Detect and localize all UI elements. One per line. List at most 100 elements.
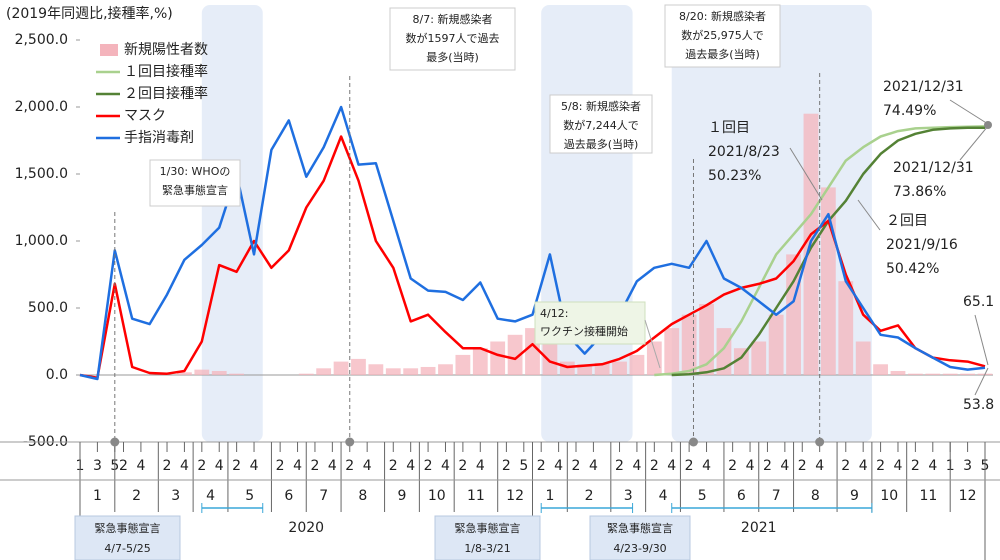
event-label: 8/7: 新規感染者	[413, 12, 493, 26]
month-label: 10	[428, 488, 446, 504]
bar	[438, 364, 453, 375]
bar	[316, 368, 332, 375]
bar	[368, 364, 384, 375]
bar	[855, 341, 871, 375]
x-tick-label: 3	[93, 458, 102, 474]
bar	[472, 348, 488, 375]
x-tick-label: 2	[572, 458, 581, 474]
month-label: 2	[132, 488, 141, 504]
x-tick-label: 4	[406, 458, 415, 474]
x-tick-label: 2	[424, 458, 433, 474]
note-pointer	[949, 99, 989, 125]
x-tick-label: 4	[554, 458, 563, 474]
x-tick-label: 2	[537, 458, 546, 474]
x-tick-label: 4	[363, 458, 372, 474]
x-tick-label: 2	[119, 458, 128, 474]
month-label: 7	[772, 488, 781, 504]
end-dot	[984, 121, 992, 129]
value-note: 73.86%	[893, 184, 946, 200]
event-box	[389, 7, 516, 71]
x-tick-label: 2	[911, 458, 920, 474]
event-box	[149, 159, 241, 207]
x-tick-label: 4	[894, 458, 903, 474]
x-tick-label: 2	[763, 458, 772, 474]
month-label: 1	[93, 488, 102, 504]
bar	[629, 354, 645, 375]
value-note: 53.8	[963, 397, 994, 413]
x-tick-label: 4	[250, 458, 259, 474]
bar	[490, 341, 506, 375]
month-label: 4	[659, 488, 668, 504]
band-label: 1/8-3/21	[464, 542, 510, 555]
x-tick-label: 2	[615, 458, 624, 474]
month-label: 11	[467, 488, 485, 504]
note-pointer	[857, 199, 881, 231]
bar	[194, 369, 210, 375]
band	[671, 5, 872, 442]
value-note: 2021/12/31	[893, 160, 974, 176]
x-tick-label: 2	[650, 458, 659, 474]
event-label: 過去最多(当時)	[685, 47, 760, 61]
band-label-box	[434, 515, 541, 560]
bar	[577, 364, 593, 375]
month-label: 2	[585, 488, 594, 504]
month-label: 9	[850, 488, 859, 504]
bar	[890, 370, 906, 375]
event-dot	[110, 437, 120, 447]
bar	[403, 368, 419, 375]
x-tick-label: 2	[197, 458, 206, 474]
event-label: 数が25,975人で	[681, 28, 764, 42]
bar	[351, 358, 366, 375]
y-tick-label: 2,000.0	[15, 99, 68, 115]
legend-swatch	[100, 44, 118, 56]
month-label: 3	[624, 488, 633, 504]
x-tick-label: 4	[476, 458, 485, 474]
note-pointer	[789, 147, 823, 201]
month-label: 8	[358, 488, 367, 504]
vaccine-note-pointer	[644, 319, 661, 369]
month-label: 6	[284, 488, 293, 504]
event-label: 緊急事態宣言	[162, 183, 228, 197]
month-label: 10	[880, 488, 898, 504]
month-label: 5	[245, 488, 254, 504]
x-tick-label: 4	[180, 458, 189, 474]
band-label: 緊急事態宣言	[607, 521, 673, 535]
vaccine-note: 4/12:	[540, 307, 568, 320]
x-tick-label: 2	[685, 458, 694, 474]
month-label: 4	[206, 488, 215, 504]
month-label: 9	[398, 488, 407, 504]
x-tick-label: 4	[815, 458, 824, 474]
event-dot	[345, 437, 355, 447]
band-label: 4/7-5/25	[104, 542, 150, 555]
legend-label: マスク	[124, 108, 166, 124]
x-tick-label: 2	[389, 458, 398, 474]
band-label: 緊急事態宣言	[95, 521, 161, 535]
bar	[664, 328, 680, 375]
x-tick-label: 2	[876, 458, 885, 474]
vaccine-note: ワクチン接種開始	[540, 324, 628, 338]
month-label: 12	[959, 488, 977, 504]
event-label: 1/30: WHOの	[160, 165, 231, 178]
event-label: 最多(当時)	[426, 50, 479, 64]
x-tick-label: 4	[215, 458, 224, 474]
event-label: 数が1597人で過去	[406, 31, 500, 45]
x-tick-label: 2	[458, 458, 467, 474]
note-pointer	[959, 125, 989, 161]
month-label: 1	[545, 488, 554, 504]
bar	[646, 341, 662, 375]
event-label: 過去最多(当時)	[564, 137, 639, 151]
month-label: 12	[506, 488, 524, 504]
bar	[768, 314, 784, 375]
x-tick-label: 4	[667, 458, 676, 474]
value-note: 2021/8/23	[708, 144, 780, 160]
bar	[211, 370, 227, 375]
x-tick-label: 2	[502, 458, 511, 474]
bar	[420, 366, 436, 375]
x-tick-label: 4	[746, 458, 755, 474]
bar	[333, 361, 349, 375]
bar	[559, 361, 575, 375]
bar	[942, 373, 958, 375]
y-axis-title: (2019年同週比,接種率,%)	[6, 5, 173, 22]
bar	[594, 362, 610, 375]
bar	[699, 303, 714, 375]
